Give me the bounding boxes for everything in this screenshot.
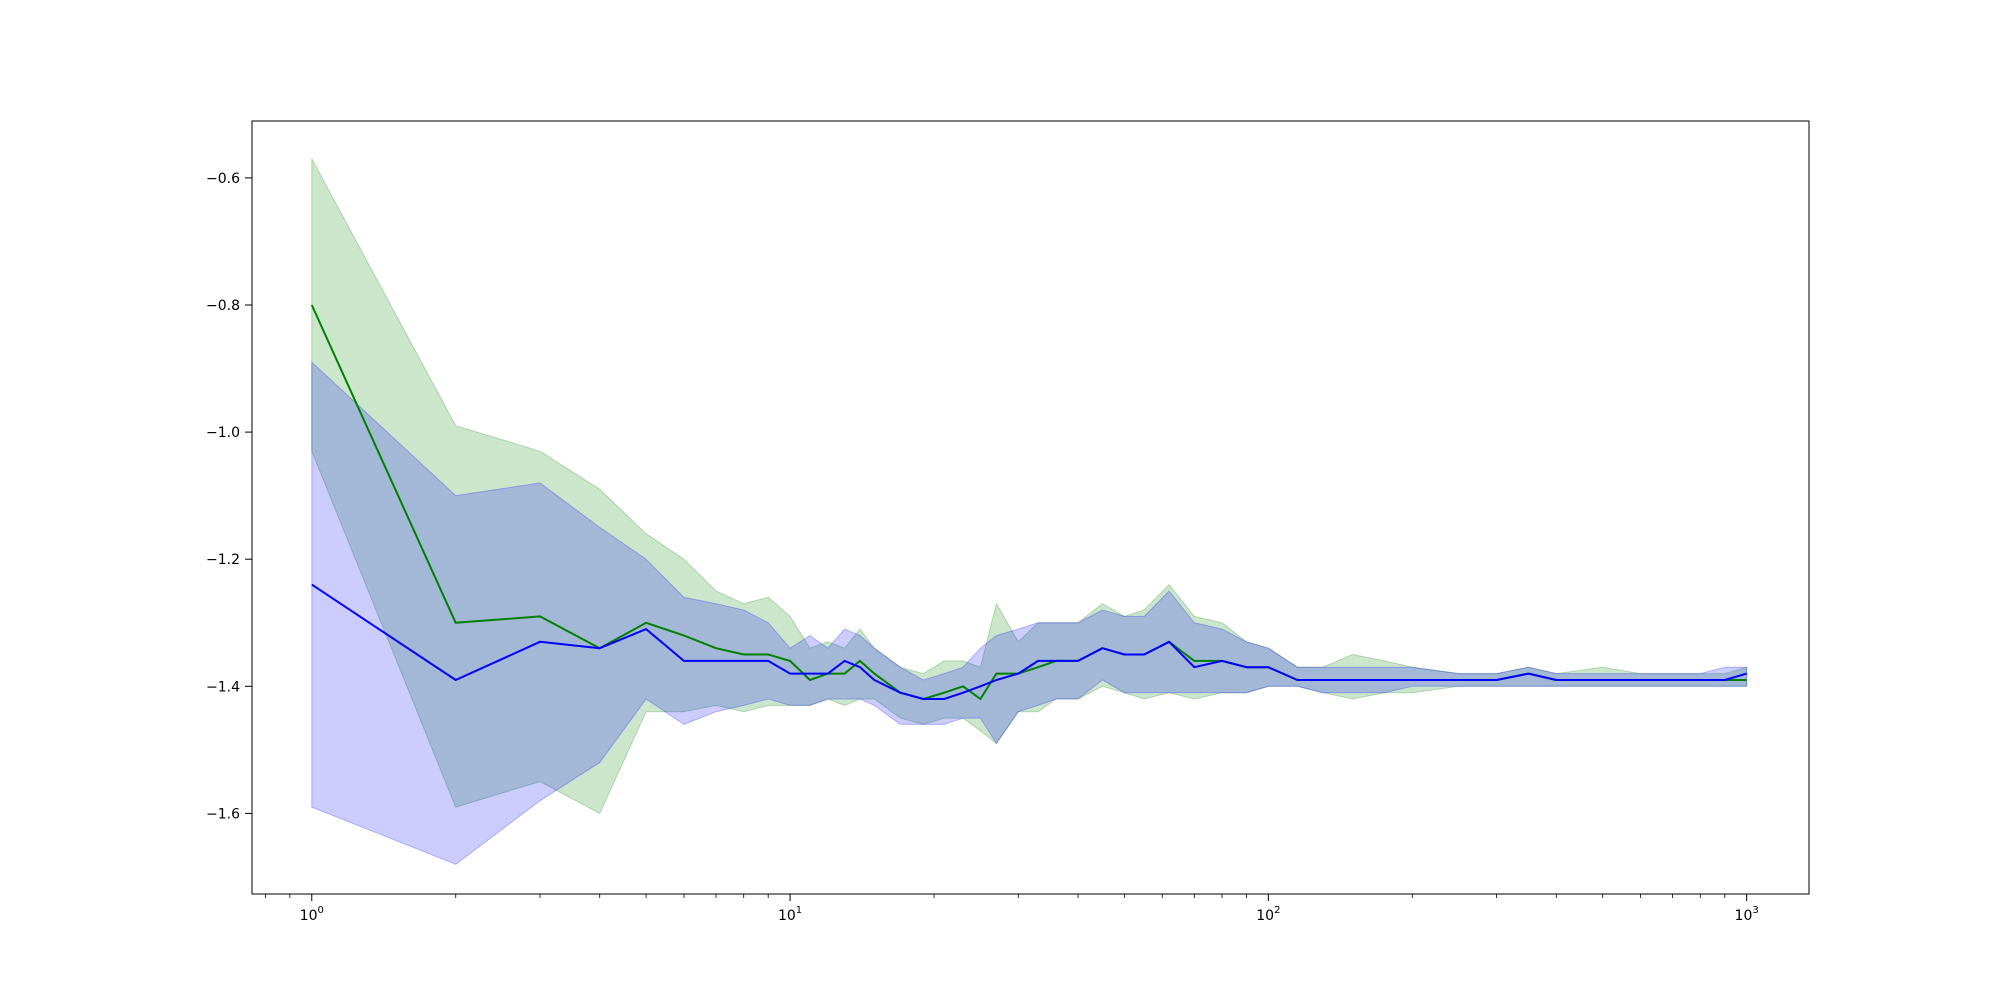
series-lines [310, 304, 1747, 700]
y-tick-label: −0.8 [206, 298, 240, 314]
y-tick-label: −1.6 [206, 806, 240, 822]
y-tick-label: −1.0 [206, 425, 240, 441]
x-tick-label: 101 [778, 905, 802, 924]
y-tick-label: −1.4 [206, 679, 240, 695]
plot-frame [251, 120, 1810, 895]
y-tick-label: −1.2 [206, 552, 240, 568]
x-tick-label: 100 [300, 905, 324, 924]
y-axis: −0.6 −0.8 −1.0 −1.2 −1.4 −1.6 [206, 171, 252, 822]
x-tick-label: 102 [1256, 905, 1280, 924]
y-tick-label: −0.6 [206, 171, 240, 187]
x-tick-label: 103 [1735, 905, 1759, 924]
confidence-bands [311, 158, 1748, 865]
x-axis: 100 101 102 103 [265, 894, 1759, 924]
series-2-band [311, 361, 1748, 865]
series-2-line [311, 583, 1747, 700]
